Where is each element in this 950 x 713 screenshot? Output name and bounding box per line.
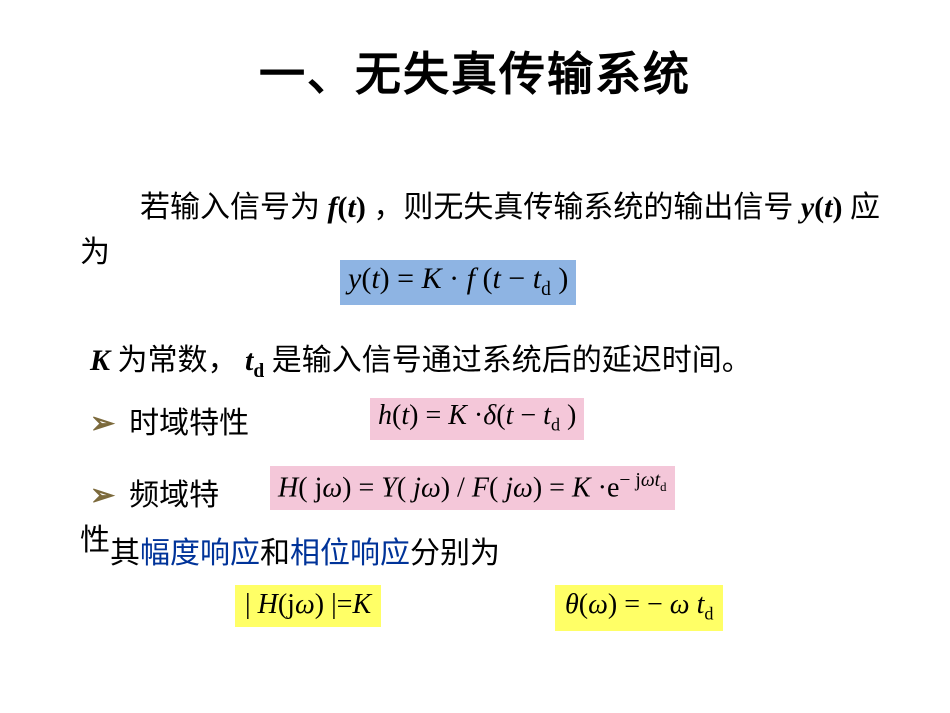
- amplitude-phase-text: 其幅度响应和相位响应分别为: [110, 528, 500, 572]
- bullet-label: 频域特: [129, 479, 219, 512]
- text: 其: [110, 537, 140, 570]
- td-symbol: td: [245, 344, 264, 377]
- bullet-time-domain: ➢ 时域特性: [90, 398, 249, 442]
- slide-title: 一、无失真传输系统: [0, 38, 950, 104]
- text: 若输入信号为: [140, 191, 328, 224]
- bullet-label: 时域特性: [129, 407, 249, 440]
- text: 分别为: [410, 537, 500, 570]
- equation-output: y(t) = K · f (t − td ): [340, 260, 576, 305]
- text: 是输入信号通过系统后的延迟时间。: [264, 344, 752, 377]
- bullet-freq-domain: ➢ 频域特: [90, 470, 219, 514]
- K-symbol: K: [90, 344, 110, 377]
- equation-impulse-response: h(t) = K ·δ(t − td ): [370, 398, 584, 440]
- bullet-freq-domain-cont: 性: [80, 515, 110, 559]
- ft-symbol: f(t): [328, 191, 366, 224]
- phase-label: 相位响应: [290, 537, 410, 570]
- k-td-description: K 为常数， td 是输入信号通过系统后的延迟时间。: [90, 335, 910, 383]
- chevron-icon: ➢: [90, 407, 115, 440]
- text: 和: [260, 537, 290, 570]
- equation-phase: θ(ω) = − ω td: [555, 585, 723, 631]
- chevron-icon: ➢: [90, 479, 115, 512]
- equation-magnitude: | H(jω) |=K: [235, 585, 381, 627]
- amplitude-label: 幅度响应: [140, 537, 260, 570]
- slide: 一、无失真传输系统 若输入信号为 f(t) ，则无失真传输系统的输出信号 y(t…: [0, 0, 950, 713]
- text: ，则无失真传输系统的输出信号: [366, 191, 801, 224]
- equation-transfer-function: H( jω) = Y( jω) / F( jω) = K ·e− jωtd: [270, 466, 675, 510]
- text: 为常数，: [110, 344, 245, 377]
- yt-symbol: y(t): [801, 191, 843, 224]
